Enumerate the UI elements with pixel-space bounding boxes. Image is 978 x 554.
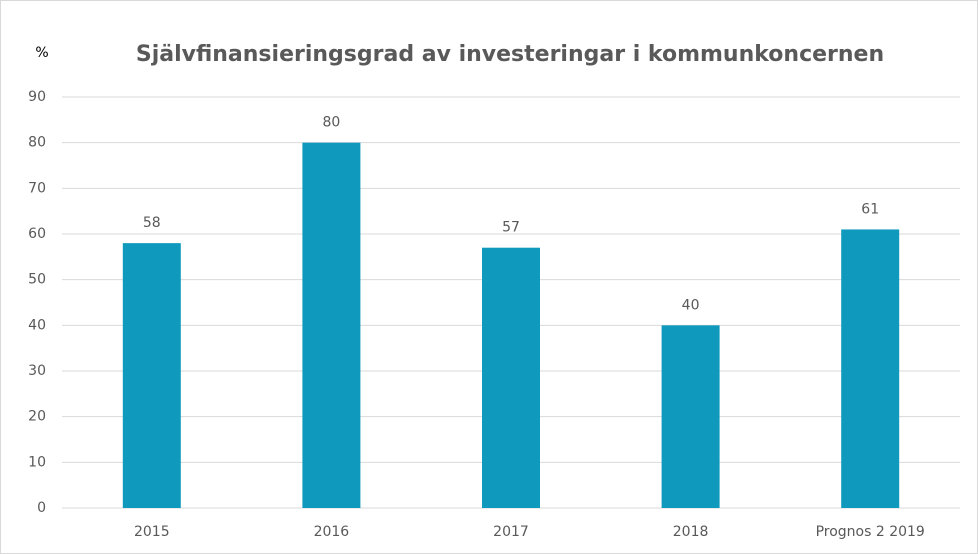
y-axis-label: % [35, 45, 48, 61]
y-tick-label: 70 [28, 180, 46, 196]
y-tick-label: 60 [28, 226, 46, 242]
bar [482, 247, 540, 508]
y-tick-label: 90 [28, 89, 46, 105]
y-tick-label: 10 [28, 454, 46, 470]
y-tick-label: 80 [28, 135, 46, 151]
data-label: 80 [322, 115, 340, 131]
data-label: 57 [502, 220, 520, 236]
x-tick-label: 2016 [314, 524, 350, 540]
y-tick-label: 50 [28, 272, 46, 288]
bar [841, 229, 900, 508]
bar [661, 325, 720, 508]
data-label: 40 [682, 297, 700, 313]
x-tick-label: 2017 [493, 524, 529, 540]
y-tick-label: 30 [28, 363, 46, 379]
x-tick-label: 2015 [134, 524, 170, 540]
data-label: 58 [143, 215, 161, 231]
y-tick-label: 20 [28, 409, 46, 425]
x-tick-label: 2018 [673, 524, 709, 540]
chart-title: Självfinansieringsgrad av investeringar … [136, 42, 884, 67]
data-label: 61 [861, 201, 879, 217]
bar [122, 243, 181, 508]
y-tick-label: 0 [37, 500, 46, 516]
x-tick-label: Prognos 2 2019 [816, 524, 925, 540]
bar [302, 142, 361, 508]
y-tick-label: 40 [28, 317, 46, 333]
